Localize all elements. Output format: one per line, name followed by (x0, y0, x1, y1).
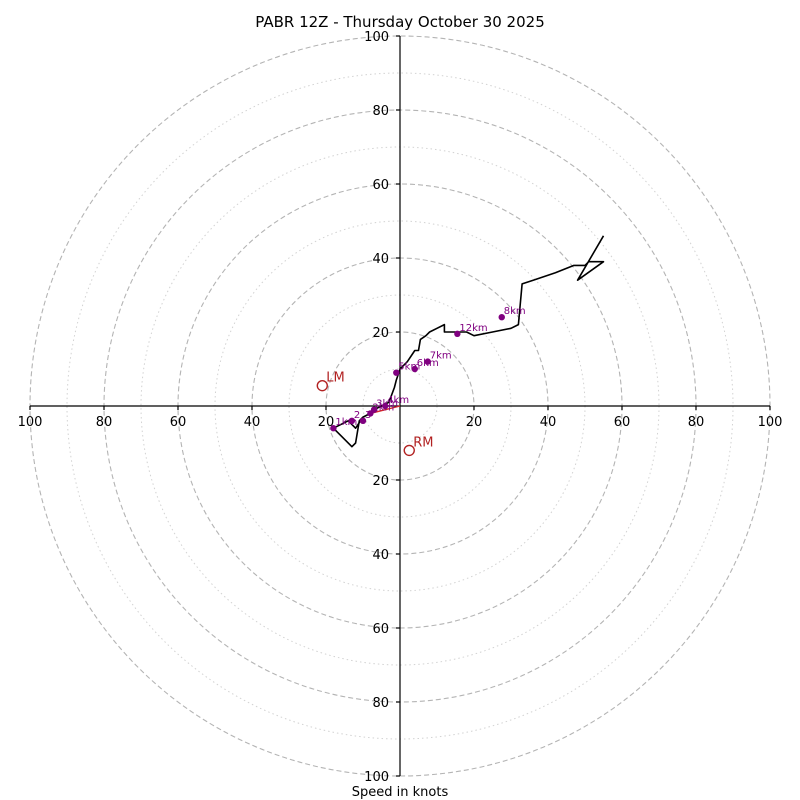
height-label: 2 (354, 410, 360, 421)
storm-motion-label: LM (326, 371, 344, 386)
height-label: 7km (430, 351, 452, 362)
y-tick-label: 40 (372, 252, 389, 267)
height-point (382, 402, 389, 410)
height-point (498, 314, 505, 321)
storm-motion-marker-rm (403, 444, 415, 457)
storm-motion-marker-lm (316, 379, 328, 392)
height-point (348, 417, 356, 424)
x-tick-label: 60 (170, 415, 187, 430)
y-tick-label: 60 (372, 622, 389, 637)
x-tick-label: 100 (18, 415, 43, 430)
height-label: 5km (398, 362, 420, 373)
y-tick-label: 20 (372, 326, 389, 341)
height-point (359, 417, 367, 424)
x-axis-label: Speed in knots (352, 785, 449, 800)
height-point (411, 365, 418, 373)
height-label: 1km (335, 417, 357, 428)
storm-motion-label: RM (413, 435, 433, 450)
height-label: 12km (459, 323, 487, 334)
height-point (393, 369, 400, 376)
y-tick-label: 20 (372, 474, 389, 489)
x-tick-label: 20 (466, 415, 483, 430)
x-tick-label: 100 (758, 415, 783, 430)
x-tick-label: 40 (540, 415, 557, 430)
y-tick-label: 80 (372, 104, 389, 119)
x-tick-label: 40 (244, 415, 261, 430)
height-label: 8km (504, 306, 526, 317)
chart-title: PABR 12Z - Thursday October 30 2025 (255, 13, 544, 31)
storm-motion-markers: LM RM (316, 371, 434, 457)
y-tick-label: 60 (372, 178, 389, 193)
height-point (424, 358, 431, 365)
height-point (454, 330, 461, 338)
height-point (370, 406, 378, 413)
y-tick-label: 100 (364, 770, 389, 785)
y-tick-label: 100 (364, 30, 389, 45)
x-tick-label: 80 (96, 415, 113, 430)
x-tick-label: 60 (614, 415, 631, 430)
x-axis-ticks: 100 80 60 40 20 20 40 60 80 100 (18, 406, 783, 430)
y-tick-label: 80 (372, 696, 389, 711)
y-axis-ticks: 100 80 60 40 20 20 40 60 80 100 (364, 30, 400, 785)
height-markers: 1km232km3km4km5km6km7km12km8km (330, 306, 526, 432)
height-point (330, 425, 337, 432)
x-tick-label: 80 (688, 415, 705, 430)
height-label: 4km (387, 395, 409, 406)
x-tick-label: 20 (318, 415, 335, 430)
y-tick-label: 40 (372, 548, 389, 563)
